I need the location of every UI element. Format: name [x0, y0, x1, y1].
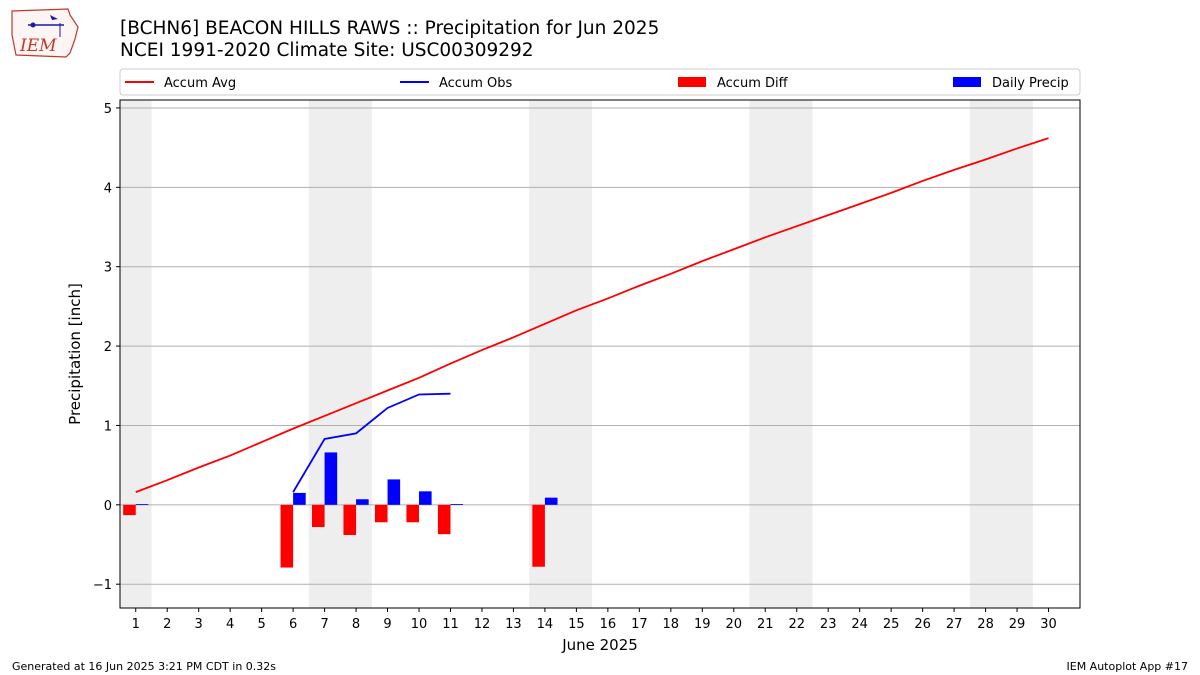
bar-accum-diff-day-6 — [280, 504, 294, 568]
xtick-label-1: 1 — [132, 617, 140, 632]
y-axis-label: Precipitation [inch] — [66, 283, 84, 425]
xtick-label-20: 20 — [725, 617, 742, 632]
weekend-band-0 — [120, 100, 152, 608]
ytick-label-0: 0 — [104, 499, 112, 514]
legend-swatch-daily-precip — [953, 77, 981, 87]
weekend-band-4 — [969, 100, 1033, 608]
xtick-label-29: 29 — [1009, 617, 1026, 632]
bar-accum-diff-day-14 — [532, 504, 545, 567]
bar-daily-precip-day-11 — [450, 504, 464, 505]
bar-accum-diff-day-1 — [123, 504, 136, 516]
legend-label-accum-avg: Accum Avg — [164, 76, 236, 91]
chart-subtitle: NCEI 1991-2020 Climate Site: USC00309292 — [120, 40, 534, 61]
ytick-label-5: 5 — [104, 102, 112, 117]
ytick-label-3: 3 — [104, 261, 112, 276]
xtick-label-27: 27 — [946, 617, 963, 632]
legend-label-accum-diff: Accum Diff — [717, 76, 789, 91]
ytick-label-2: 2 — [104, 340, 112, 355]
xtick-label-17: 17 — [631, 617, 648, 632]
xtick-label-21: 21 — [757, 617, 774, 632]
chart-title: [BCHN6] BEACON HILLS RAWS :: Precipitati… — [120, 18, 660, 39]
iem-logo: IEM — [11, 8, 79, 58]
x-axis-label: June 2025 — [561, 636, 638, 654]
bar-accum-diff-day-10 — [406, 504, 420, 523]
xtick-label-8: 8 — [352, 617, 360, 632]
xtick-label-26: 26 — [914, 617, 931, 632]
ytick-label-4: 4 — [104, 181, 112, 196]
bar-daily-precip-day-7 — [324, 452, 338, 505]
xtick-label-22: 22 — [788, 617, 805, 632]
bar-accum-diff-day-7 — [312, 504, 325, 528]
xtick-label-28: 28 — [977, 617, 994, 632]
xtick-label-9: 9 — [383, 617, 391, 632]
xtick-label-19: 19 — [694, 617, 711, 632]
bar-accum-diff-day-8 — [343, 504, 357, 535]
xtick-label-15: 15 — [568, 617, 585, 632]
xtick-label-18: 18 — [663, 617, 680, 632]
footer-generated: Generated at 16 Jun 2025 3:21 PM CDT in … — [12, 660, 277, 673]
bar-daily-precip-day-9 — [387, 479, 401, 505]
bar-daily-precip-day-8 — [356, 499, 369, 505]
line-accum-obs — [292, 392, 451, 493]
legend-box — [119, 68, 1081, 96]
xtick-label-30: 30 — [1040, 617, 1057, 632]
bar-daily-precip-day-6 — [293, 492, 306, 505]
bar-accum-diff-day-9 — [374, 504, 388, 523]
xtick-label-24: 24 — [851, 617, 868, 632]
ytick-label--1: −1 — [93, 578, 112, 593]
bar-accum-diff-day-11 — [437, 504, 451, 535]
weekend-band-1 — [308, 100, 372, 608]
xtick-label-11: 11 — [442, 617, 459, 632]
xtick-label-3: 3 — [195, 617, 203, 632]
xtick-label-25: 25 — [883, 617, 900, 632]
bar-daily-precip-day-14 — [544, 497, 558, 505]
xtick-label-12: 12 — [474, 617, 491, 632]
footer-app: IEM Autoplot App #17 — [1066, 660, 1189, 673]
legend-label-daily-precip: Daily Precip — [992, 76, 1069, 91]
legend-label-accum-obs: Accum Obs — [439, 76, 512, 91]
xtick-label-4: 4 — [226, 617, 234, 632]
xtick-label-6: 6 — [289, 617, 297, 632]
bar-daily-precip-day-1 — [135, 504, 149, 505]
logo-text: IEM — [19, 36, 57, 56]
xtick-label-7: 7 — [320, 617, 328, 632]
xtick-label-14: 14 — [537, 617, 554, 632]
xtick-label-23: 23 — [820, 617, 837, 632]
xtick-label-16: 16 — [600, 617, 617, 632]
xtick-label-13: 13 — [505, 617, 522, 632]
weekend-band-3 — [749, 100, 813, 608]
xtick-label-10: 10 — [411, 617, 428, 632]
legend-swatch-accum-diff — [678, 77, 706, 87]
xtick-label-5: 5 — [257, 617, 265, 632]
xtick-label-2: 2 — [163, 617, 171, 632]
ytick-label-1: 1 — [104, 419, 112, 434]
line-accum-avg — [135, 137, 1049, 493]
bar-daily-precip-day-10 — [419, 491, 432, 505]
